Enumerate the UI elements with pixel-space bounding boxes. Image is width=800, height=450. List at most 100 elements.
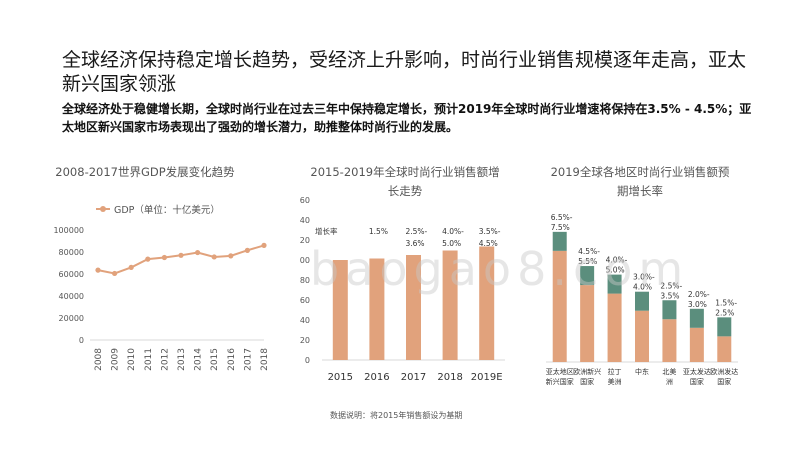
gdp-point [161, 254, 167, 261]
gdp-point [211, 254, 217, 260]
y-tick-label: 80 [300, 276, 310, 285]
sales-bar [442, 250, 458, 360]
rate-label: 3.6% [406, 239, 425, 248]
region-growth-bar-chart: 2019全球各地区时尚行业销售额预期增长率 6.5%- 7.5% 亚太地区 新兴国家 4… [540, 160, 760, 400]
y-tick-label: 0 [79, 336, 84, 345]
x-tick-label: 北美 [662, 367, 676, 376]
legend-label: GDP（单位：十亿美元） [114, 204, 220, 216]
y-tick-label: 0 [305, 356, 310, 365]
rate-label: 3.5%- [479, 227, 501, 236]
region-bar-high [689, 308, 704, 328]
region-value-label: 7.5% [551, 223, 570, 232]
rate-label: 4.5% [479, 239, 498, 248]
rate-header: 增长率 [315, 226, 338, 236]
rate-label: 2.5%- [406, 227, 428, 236]
page-title: 全球经济保持稳定增长趋势，受经济上升影响，时尚行业销售规模逐年走高，亚太新兴国家… [62, 49, 747, 95]
region-value-label: 5.0% [606, 266, 625, 275]
rate-label: 4.0%- [442, 227, 464, 236]
x-tick-label: 新兴国家 [546, 377, 574, 386]
y-tick-label: 60 [300, 296, 310, 305]
sales-bar [479, 246, 495, 360]
x-tick-label: 欧洲新兴 [573, 367, 601, 376]
x-tick-label: 2016 [227, 348, 237, 371]
region-value-label: 4.5%- [578, 247, 600, 256]
region-value-label: 1.5%- [715, 298, 737, 307]
region-value-label: 3.0% [688, 300, 707, 309]
x-tick-label: 2018 [437, 372, 462, 383]
gdp-point [128, 264, 134, 270]
region-value-label: 4.0% [633, 283, 652, 292]
x-tick-label: 国家 [690, 377, 704, 386]
region-bar-high [635, 291, 649, 311]
region-bar-high [717, 317, 732, 337]
region-bar-low [717, 336, 732, 362]
x-tick-label: 2008 [94, 348, 104, 371]
gdp-point [178, 252, 184, 258]
region-bar-low [607, 293, 622, 362]
region-value-label: 6.5%- [551, 213, 573, 222]
gdp-point [228, 253, 234, 259]
sales-chart-svg: 160 140 120 100 80 60 40 20 0 2015 2016 2017 2018 201… [300, 196, 505, 383]
region-bar-high [662, 300, 677, 320]
region-bar-low [662, 319, 677, 362]
region-bar-high [552, 231, 567, 251]
y-tick-label: 80000 [59, 248, 84, 257]
gdp-point [112, 270, 118, 277]
x-tick-label: 国家 [580, 377, 594, 386]
region-bar-low [689, 327, 704, 362]
y-tick-label: 40000 [59, 292, 84, 301]
x-tick-label: 2019E [471, 372, 503, 383]
x-tick-label: 2011 [144, 348, 154, 371]
x-tick-label: 2015 [210, 348, 220, 371]
legend-marker [100, 206, 106, 212]
x-tick-label: 2018 [260, 348, 270, 371]
sales-chart-title: 2015-2019年全球时尚行业销售额增长走势 [310, 165, 500, 198]
region-bar-low [552, 250, 567, 362]
y-tick-label: 120 [300, 236, 310, 245]
x-tick-label: 2010 [127, 348, 137, 371]
region-value-label: 2.5%- [660, 281, 682, 290]
fashion-sales-bar-chart: 2015-2019年全球时尚行业销售额增长走势 160 140 120 100 80 60… [300, 160, 530, 390]
x-tick-label: 美洲 [608, 377, 622, 386]
gdp-point [261, 242, 267, 248]
region-value-label: 3.0%- [633, 273, 655, 282]
gdp-chart-title: 2008-2017世界GDP发展变化趋势 [55, 165, 235, 179]
region-bar-high [607, 274, 622, 294]
sales-bar [406, 255, 421, 360]
x-tick-label: 中东 [635, 367, 649, 376]
gdp-point [195, 249, 201, 256]
region-value-label: 5.5% [578, 257, 597, 266]
gdp-series-line [97, 244, 265, 275]
region-value-label: 2.0%- [688, 290, 710, 299]
x-tick-label: 拉丁 [608, 367, 622, 376]
x-tick-label: 欧洲发达 [710, 367, 738, 376]
gdp-chart-svg: GDP（单位：十亿美元） 100000 80000 60000 40000 20000 0 2… [53, 204, 270, 371]
region-bar-high [580, 266, 595, 286]
region-value-label: 3.5% [660, 291, 679, 300]
gdp-point [244, 247, 250, 253]
x-tick-label: 亚太地区 [546, 367, 574, 376]
region-value-label: 2.5% [715, 308, 734, 317]
x-tick-label: 洲 [666, 378, 673, 386]
region-chart-title: 2019全球各地区时尚行业销售额预期增长率 [550, 165, 730, 198]
gdp-line-chart: 2008-2017世界GDP发展变化趋势 GDP（单位：十亿美元） 100000 8… [50, 160, 280, 390]
x-tick-label: 2017 [401, 372, 426, 383]
page-subtitle: 全球经济处于稳健增长期，全球时尚行业在过去三年中保持稳定增长，预计2019年全球… [62, 102, 752, 134]
rate-label: 1.5% [369, 227, 388, 236]
gdp-point [95, 267, 101, 273]
region-value-label: 4.0%- [606, 256, 628, 265]
x-tick-label: 国家 [717, 377, 731, 386]
x-tick-label: 2009 [111, 348, 121, 371]
x-tick-label: 2014 [194, 348, 204, 371]
x-tick-label: 2016 [364, 372, 389, 383]
gdp-point [145, 256, 151, 262]
y-tick-label: 60000 [59, 270, 84, 279]
x-tick-label: 2015 [328, 372, 353, 383]
y-tick-label: 100000 [53, 226, 84, 235]
y-tick-label: 20000 [59, 314, 84, 323]
x-tick-label: 2013 [177, 348, 187, 371]
rate-label: 5.0% [442, 239, 461, 248]
region-bar-low [635, 310, 649, 362]
sales-bar [332, 260, 348, 360]
